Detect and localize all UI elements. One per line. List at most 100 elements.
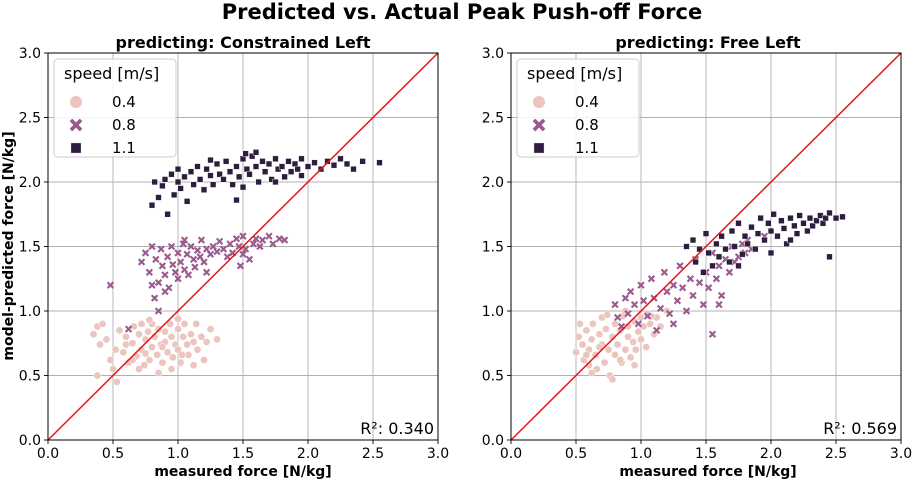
y-tick-label: 0.5 (19, 369, 41, 385)
legend-marker-circle (69, 95, 83, 109)
data-point-speed-1-1 (715, 253, 723, 260)
data-point-speed-0-4 (604, 345, 613, 354)
data-point-speed-1-1 (242, 150, 249, 157)
legend-marker-circle (532, 95, 546, 109)
data-point-speed-0-4 (102, 335, 111, 344)
data-point-speed-0-8 (161, 271, 169, 279)
data-point-speed-0-8 (652, 326, 661, 334)
data-point-speed-0-8 (124, 325, 133, 333)
data-point-speed-1-1 (235, 173, 243, 180)
data-point-speed-1-1 (726, 258, 733, 266)
data-point-speed-1-1 (337, 155, 344, 162)
data-point-speed-1-1 (817, 212, 824, 219)
data-point-speed-0-8 (239, 232, 247, 240)
data-points (89, 149, 383, 386)
data-point-speed-0-4 (144, 327, 152, 336)
data-point-speed-0-8 (673, 297, 682, 305)
data-point-speed-1-1 (735, 262, 742, 269)
legend: speed [m/s] 0.4 0.8 1.1 (516, 58, 640, 158)
y-tick-label: 1.0 (19, 304, 41, 320)
data-point-speed-1-1 (148, 202, 156, 209)
data-point-speed-0-4 (213, 335, 221, 344)
data-point-speed-0-8 (141, 249, 150, 257)
data-point-speed-1-1 (744, 240, 751, 248)
data-point-speed-0-4 (141, 335, 150, 344)
data-point-speed-0-4 (163, 348, 172, 357)
data-point-speed-0-4 (629, 338, 638, 346)
data-point-speed-0-4 (135, 365, 143, 373)
data-point-speed-0-4 (197, 332, 206, 341)
data-point-speed-1-1 (806, 215, 814, 222)
data-point-speed-0-8 (704, 284, 713, 292)
data-point-speed-1-1 (285, 158, 292, 165)
data-point-speed-1-1 (229, 181, 236, 188)
data-point-speed-0-4 (587, 335, 596, 344)
data-point-speed-0-4 (184, 351, 193, 359)
data-point-speed-1-1 (754, 230, 762, 237)
data-point-speed-0-4 (592, 365, 601, 373)
data-point-speed-0-4 (148, 343, 156, 351)
data-point-speed-0-4 (591, 351, 600, 359)
data-point-speed-0-4 (192, 320, 201, 328)
data-point-speed-0-8 (669, 320, 678, 328)
data-point-speed-1-1 (765, 220, 772, 227)
data-point-speed-0-4 (168, 353, 177, 362)
data-point-speed-0-4 (616, 356, 625, 364)
legend-label: 0.4 (112, 93, 136, 111)
data-point-speed-0-8 (236, 262, 245, 270)
data-point-speed-0-4 (178, 351, 186, 359)
data-point-speed-1-1 (804, 227, 811, 235)
data-point-speed-0-8 (626, 288, 635, 296)
data-point-speed-0-4 (595, 330, 604, 339)
data-point-speed-0-4 (145, 316, 154, 324)
x-tick-label: 3.0 (890, 446, 912, 462)
data-point-speed-1-1 (692, 258, 699, 266)
data-point-speed-1-1 (239, 155, 247, 162)
data-point-speed-0-4 (187, 330, 195, 339)
data-point-speed-1-1 (259, 158, 266, 165)
data-point-speed-0-8 (226, 240, 234, 248)
data-point-speed-0-4 (140, 361, 149, 370)
data-point-speed-1-1 (787, 236, 794, 244)
data-point-speed-1-1 (787, 215, 794, 222)
data-point-speed-1-1 (174, 178, 182, 186)
data-point-speed-0-8 (689, 291, 697, 300)
y-tick-label: 2.5 (482, 111, 504, 127)
data-point-speed-1-1 (294, 165, 301, 173)
data-point-speed-0-4 (166, 320, 175, 328)
data-point-speed-0-4 (179, 332, 188, 341)
data-point-speed-1-1 (177, 185, 184, 192)
data-point-speed-0-8 (154, 307, 163, 315)
data-point-speed-1-1 (709, 262, 716, 269)
data-point-speed-0-4 (113, 378, 121, 386)
data-point-speed-0-4 (608, 375, 617, 384)
y-tick-label: 1.5 (19, 240, 41, 256)
data-point-speed-1-1 (343, 160, 351, 168)
data-point-speed-0-8 (171, 268, 180, 276)
data-point-speed-1-1 (739, 251, 746, 258)
y-tick-label: 2.5 (19, 111, 41, 127)
data-point-speed-0-8 (624, 309, 632, 318)
data-point-speed-1-1 (278, 163, 286, 170)
data-point-speed-0-8 (183, 250, 191, 258)
x-tick-label: 2.0 (297, 446, 319, 462)
data-point-speed-0-8 (154, 278, 163, 287)
data-point-speed-1-1 (774, 233, 781, 240)
data-point-speed-0-8 (256, 242, 264, 251)
data-point-speed-1-1 (376, 159, 383, 166)
data-point-speed-0-8 (708, 330, 717, 338)
data-point-speed-1-1 (705, 249, 712, 257)
data-point-speed-0-4 (161, 327, 169, 336)
data-point-speed-0-4 (167, 332, 176, 341)
data-point-speed-1-1 (767, 227, 775, 235)
data-point-speed-0-8 (695, 278, 704, 287)
data-point-speed-0-4 (89, 330, 98, 339)
legend-box (53, 58, 177, 158)
data-point-speed-1-1 (190, 181, 197, 188)
data-point-speed-1-1 (826, 253, 833, 260)
data-point-speed-1-1 (796, 212, 803, 219)
data-point-speed-0-4 (183, 340, 191, 349)
data-point-speed-0-4 (96, 340, 104, 349)
r-squared-annotation: R²: 0.569 (823, 419, 897, 438)
data-point-speed-0-4 (626, 353, 635, 362)
